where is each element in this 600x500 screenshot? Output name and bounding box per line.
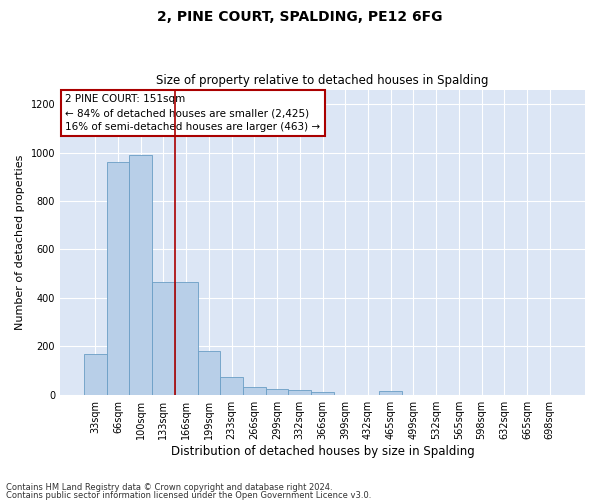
Bar: [266, 390, 289, 394]
Bar: [175, 282, 197, 395]
Text: 2 PINE COURT: 151sqm
← 84% of detached houses are smaller (2,425)
16% of semi-de: 2 PINE COURT: 151sqm ← 84% of detached h…: [65, 94, 320, 132]
Bar: [311, 392, 334, 394]
Bar: [152, 282, 175, 395]
Bar: [220, 376, 243, 394]
Bar: [107, 162, 130, 394]
Title: Size of property relative to detached houses in Spalding: Size of property relative to detached ho…: [156, 74, 489, 87]
Text: Contains HM Land Registry data © Crown copyright and database right 2024.: Contains HM Land Registry data © Crown c…: [6, 484, 332, 492]
Bar: [379, 392, 402, 394]
Text: 2, PINE COURT, SPALDING, PE12 6FG: 2, PINE COURT, SPALDING, PE12 6FG: [157, 10, 443, 24]
Bar: [197, 351, 220, 395]
Bar: [130, 155, 152, 394]
Y-axis label: Number of detached properties: Number of detached properties: [15, 154, 25, 330]
Bar: [243, 388, 266, 394]
X-axis label: Distribution of detached houses by size in Spalding: Distribution of detached houses by size …: [170, 444, 475, 458]
Bar: [289, 390, 311, 394]
Text: Contains public sector information licensed under the Open Government Licence v3: Contains public sector information licen…: [6, 490, 371, 500]
Bar: [84, 354, 107, 395]
